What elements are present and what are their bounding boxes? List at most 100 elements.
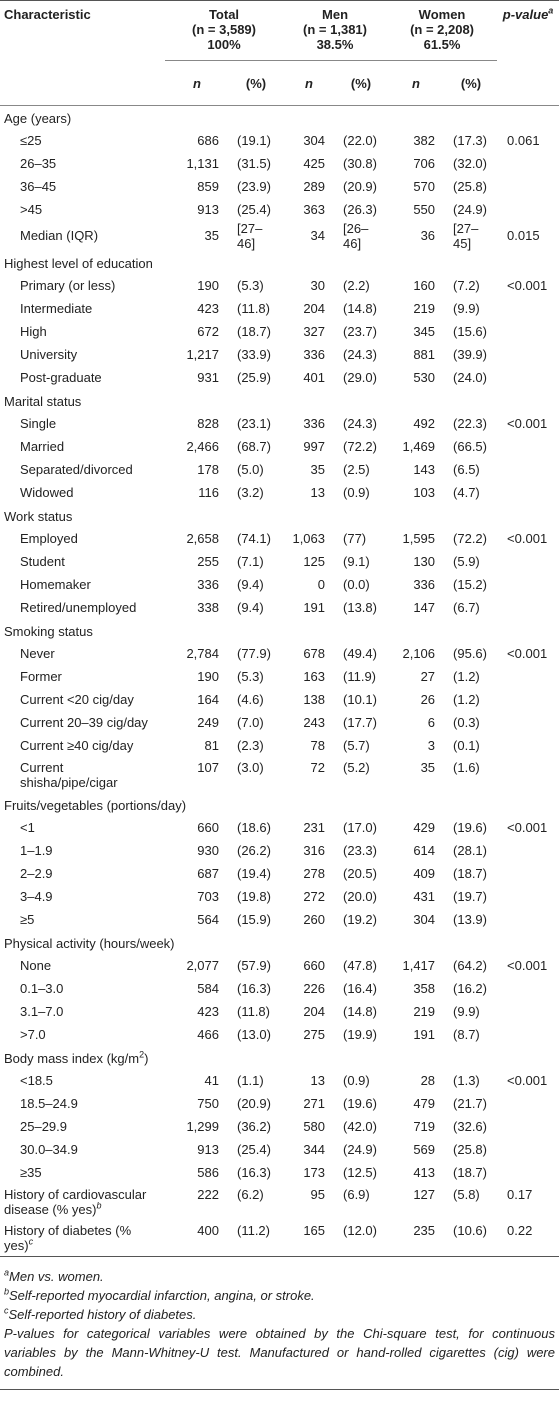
cell: (42.0) [343,1118,377,1134]
cell: (36.2) [237,1118,271,1134]
cell: (25.4) [237,201,271,217]
cell: 363 [303,201,326,217]
row-label: Never [0,642,165,665]
row-label: >45 [0,198,165,221]
cell: 190 [197,668,219,684]
row-label-text: <18.5 [20,1072,53,1088]
row-label: Current 20–39 cig/day [0,711,165,734]
p-value-header: p-value [502,7,549,22]
cell: 530 [413,369,436,385]
cell: 569 [413,1141,436,1157]
cell: 859 [197,178,219,194]
cell: (7.0) [237,714,264,730]
cell: 344 [303,1141,326,1157]
cell: (8.7) [453,1026,480,1042]
cell: 703 [197,888,219,904]
cell: (2.2) [343,277,370,293]
cell: 204 [303,1003,326,1019]
cell [497,366,559,389]
cell: 586 [197,1164,219,1180]
section-row: Body mass index (kg/m2) [0,1046,559,1069]
section-title: Work status [0,504,559,527]
cell: (16.4) [343,980,377,996]
data-row: History of diabetes (% yes)c 400 (11.2) 165… [0,1219,559,1257]
cell: 345 [413,323,436,339]
cell: (2.5) [343,461,370,477]
cell: (5.8) [453,1186,480,1202]
data-row: History of cardiovascular disease (% yes… [0,1184,559,1220]
cell: 30 [310,277,326,293]
cell: (6.2) [237,1186,264,1202]
group-header: Total (n = 3,589) 100% [165,0,284,61]
cell: (7.2) [453,277,480,293]
cell: (17.3) [453,132,487,148]
cell: 219 [413,1003,436,1019]
cell: 997 [303,438,326,454]
row-label: History of cardiovascular disease (% yes… [0,1184,165,1220]
cell: 336 [413,576,436,592]
data-row: Student 255 (7.1) 125 (9.1) 130 (5.9) [0,550,559,573]
cell: (24.3) [343,346,377,362]
cell: 0.17 [507,1186,533,1202]
cell: (5.3) [237,668,264,684]
data-row: 1–1.9 930 (26.2) 316 (23.3) 614 (28.1) [0,839,559,862]
subheader-cell: n [165,60,229,106]
cell: 235 [387,1219,446,1257]
cell: 191 [413,1026,436,1042]
cell: (6.9) [343,1186,370,1202]
cell: 1,595 [402,530,436,546]
cell: 0.061 [507,132,540,148]
cell: (2.3) [237,737,264,753]
cell: (3.2) [237,484,264,500]
footnote-text: Men vs. women. [9,1268,104,1284]
group-name: Total [208,7,240,22]
cell: 35 [310,461,326,477]
cell: 13 [310,484,326,500]
footnote: aMen vs. women. [4,1267,555,1286]
cell: (15.9) [237,911,271,927]
cell: (0.1) [453,737,480,753]
cell: 275 [303,1026,326,1042]
cell [497,320,559,343]
cell: (14.8) [343,300,377,316]
cell: (72.2) [453,530,487,546]
cell: 0 [317,576,326,592]
cell: 304 [303,132,326,148]
cell: 687 [197,865,219,881]
row-label: Single [0,412,165,435]
cell: (5.3) [237,277,264,293]
cell: 41 [204,1072,219,1088]
cell: 219 [413,300,436,316]
row-label-text: Employed [20,530,78,546]
row-label: History of diabetes (% yes)c [0,1219,165,1257]
data-row: Current shisha/pipe/cigar 107 (3.0) 72 (5.2)… [0,757,559,793]
header-cell: p-valuea [497,0,559,61]
data-row: Median (IQR) 35 [27–46] 34 [26–46] 36 [27–45] 0… [0,221,559,251]
section-row: Fruits/vegetables (portions/day) [0,793,559,816]
cell: (18.7) [453,1164,487,1180]
cell [497,458,559,481]
cell: (15.2) [453,576,487,592]
cell: (18.7) [453,865,487,881]
cell: (21.7) [453,1095,487,1111]
header-cell [497,60,559,106]
cell: (16.3) [237,1164,271,1180]
cell: (77) [343,530,367,546]
row-label-text: History of cardiovascular disease (% yes… [4,1186,147,1217]
row-label: High [0,320,165,343]
cell [497,1138,559,1161]
header-cell: Characteristic [0,0,165,61]
row-label-text: Current 20–39 cig/day [20,714,148,730]
group-name: Men [322,7,349,22]
row-label: 26–35 [0,152,165,175]
cell: (68.7) [237,438,271,454]
cell: (19.4) [237,865,271,881]
row-label-text: 3–4.9 [20,888,53,904]
cell: 336 [303,346,326,362]
cell: 2,106 [402,645,436,661]
row-label: <1 [0,816,165,839]
cell: 400 [165,1219,229,1257]
group-count: (n = 2,208) [410,22,475,37]
